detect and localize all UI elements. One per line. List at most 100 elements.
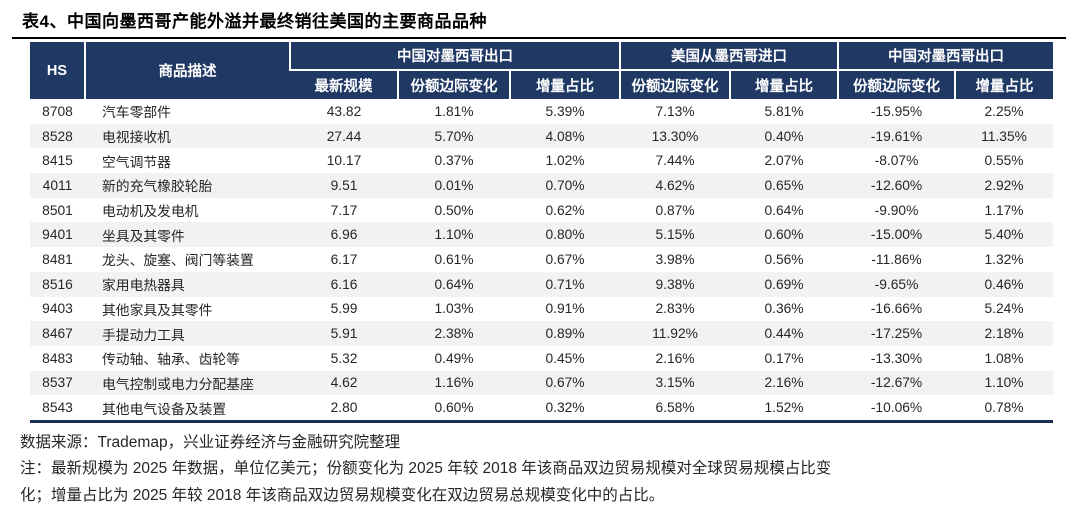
value-cell: 0.89% — [545, 326, 585, 342]
hs-code: 8467 — [42, 326, 73, 342]
product-desc: 新的充气橡胶轮胎 — [102, 179, 213, 195]
value-cell: 0.50% — [434, 202, 474, 218]
value-cell: 4.62% — [655, 177, 695, 193]
value-cell: 0.64% — [434, 276, 474, 292]
value-cell: 0.61% — [434, 251, 474, 267]
value-cell: 0.71% — [545, 276, 585, 292]
value-cell: 27.44 — [326, 128, 362, 144]
value-cell: 5.39% — [545, 103, 585, 119]
value-cell: 0.91% — [545, 301, 585, 317]
value-cell: 0.60% — [434, 400, 474, 416]
value-cell: 11.92% — [652, 326, 698, 342]
value-cell: -15.00% — [870, 227, 923, 243]
value-cell: 0.44% — [764, 326, 804, 342]
value-cell: 0.56% — [764, 251, 804, 267]
value-cell: 5.40% — [984, 227, 1024, 243]
col-header-increment-share-1: 增量占比 — [508, 69, 621, 99]
hs-code: 9403 — [42, 301, 73, 317]
value-cell: 6.96 — [330, 227, 358, 243]
hs-code: 8481 — [42, 251, 73, 267]
value-cell: 9.51 — [330, 177, 358, 193]
value-cell: 1.10% — [434, 227, 474, 243]
value-cell: -12.60% — [870, 177, 923, 193]
value-cell: 6.16 — [330, 276, 358, 292]
title-divider — [12, 37, 1066, 39]
table-row: 8528 电视接收机 27.44 5.70% 4.08% 13.30% 0.40% -19.6… — [30, 123, 1054, 149]
value-cell: 0.37% — [434, 153, 474, 169]
value-cell: 0.17% — [764, 350, 804, 366]
value-cell: 3.98% — [655, 251, 695, 267]
table-row: 8481 龙头、旋塞、阀门等装置 6.17 0.61% 0.67% 3.98% 0.56% -… — [30, 247, 1053, 272]
value-cell: 3.15% — [655, 375, 695, 391]
value-cell: 5.99 — [330, 301, 358, 317]
value-cell: 0.67% — [545, 251, 585, 267]
value-cell: 0.55% — [984, 153, 1024, 169]
value-cell: 0.40% — [764, 128, 804, 144]
table-row: 8543 其他电气设备及装置 2.80 0.60% 0.32% 6.58% 1.52% -10… — [30, 395, 1053, 420]
value-cell: 1.02% — [545, 153, 585, 169]
group-header-row: HS 商品描述 中国对墨西哥出口 美国从墨西哥进口 中国对墨西哥出口 — [30, 42, 1054, 99]
table-row: 8415 空气调节器 10.17 0.37% 1.02% 7.44% 2.07% -8.07%… — [30, 148, 1053, 173]
group-header-china-to-mexico-2: 中国对墨西哥出口 — [837, 42, 1054, 70]
value-cell: 6.17 — [330, 251, 358, 267]
table-header: HS 商品描述 中国对墨西哥出口 美国从墨西哥进口 中国对墨西哥出口 最新规模 … — [30, 42, 1054, 99]
value-cell: -16.66% — [870, 301, 923, 317]
table-row: 4011 新的充气橡胶轮胎 9.51 0.01% 0.70% 4.62% 0.65% -12.… — [30, 173, 1054, 198]
value-cell: 2.25% — [984, 103, 1024, 119]
value-cell: 2.80 — [330, 400, 358, 416]
product-desc: 其他电气设备及装置 — [102, 401, 227, 417]
table-row: 8516 家用电热器具 6.16 0.64% 0.71% 9.38% 0.69% -9.65%… — [30, 271, 1054, 297]
hs-code: 9401 — [42, 227, 73, 243]
col-header-hs: HS — [30, 42, 85, 99]
value-cell: 2.07% — [764, 153, 804, 169]
value-cell: -12.67% — [870, 375, 923, 391]
group-header-china-to-mexico: 中国对墨西哥出口 — [288, 42, 621, 70]
value-cell: 0.32% — [545, 400, 585, 416]
value-cell: 2.16% — [764, 375, 804, 391]
value-cell: -8.07% — [874, 153, 919, 169]
value-cell: 0.46% — [984, 276, 1024, 292]
value-cell: -11.86% — [871, 251, 922, 267]
value-cell: 4.62 — [330, 375, 358, 391]
page-title: 表4、中国向墨西哥产能外溢并最终销往美国的主要商品品种 — [22, 12, 487, 31]
value-cell: 10.17 — [326, 153, 362, 169]
col-header-increment-share-3: 增量占比 — [954, 69, 1054, 99]
table-row: 8467 手提动力工具 5.91 2.38% 0.89% 11.92% 0.44% -17.2… — [30, 321, 1054, 346]
value-cell: 0.60% — [764, 227, 804, 243]
value-cell: 2.16% — [655, 350, 695, 366]
value-cell: 0.62% — [545, 202, 585, 218]
value-cell: 0.01% — [434, 177, 474, 193]
value-cell: 5.91 — [330, 326, 358, 342]
value-cell: 0.64% — [764, 202, 804, 218]
value-cell: 5.24% — [984, 301, 1024, 317]
table-bottom-divider — [30, 419, 1053, 423]
table-body: 8708 汽车零部件 43.82 1.81% 5.39% 7.13% 5.81% -15.95… — [30, 99, 1054, 420]
value-cell: 2.38% — [434, 326, 474, 342]
hs-code: 8528 — [42, 128, 73, 144]
footer-notes: 数据来源：Trademap，兴业证券经济与金融研究院整理 注：最新规模为 202… — [20, 430, 1080, 510]
value-cell: 0.45% — [545, 350, 585, 366]
hs-code: 8708 — [42, 103, 73, 119]
product-desc: 汽车零部件 — [102, 105, 171, 121]
value-cell: 2.83% — [655, 301, 695, 317]
product-desc: 家用电热器具 — [102, 278, 185, 294]
trade-data-table: HS 商品描述 中国对墨西哥出口 美国从墨西哥进口 中国对墨西哥出口 最新规模 … — [30, 42, 1054, 420]
value-cell: 0.49% — [434, 350, 474, 366]
value-cell: -9.65% — [874, 276, 919, 292]
value-cell: 5.15% — [655, 227, 695, 243]
product-desc: 传动轴、轴承、齿轮等 — [102, 352, 240, 368]
value-cell: 1.52% — [764, 400, 804, 416]
value-cell: 1.16% — [434, 375, 474, 391]
note-line-1: 注：最新规模为 2025 年数据，单位亿美元；份额变化为 2025 年较 201… — [20, 460, 832, 478]
value-cell: 11.35% — [981, 128, 1027, 144]
value-cell: 5.70% — [434, 128, 474, 144]
col-header-share-change-2: 份额边际变化 — [619, 69, 731, 99]
value-cell: 0.36% — [764, 301, 804, 317]
hs-code: 8501 — [42, 202, 73, 218]
value-cell: 0.65% — [764, 177, 804, 193]
product-desc: 电视接收机 — [102, 130, 171, 146]
value-cell: 7.44% — [655, 153, 695, 169]
value-cell: 6.58% — [655, 400, 695, 416]
col-header-desc: 商品描述 — [84, 42, 290, 99]
